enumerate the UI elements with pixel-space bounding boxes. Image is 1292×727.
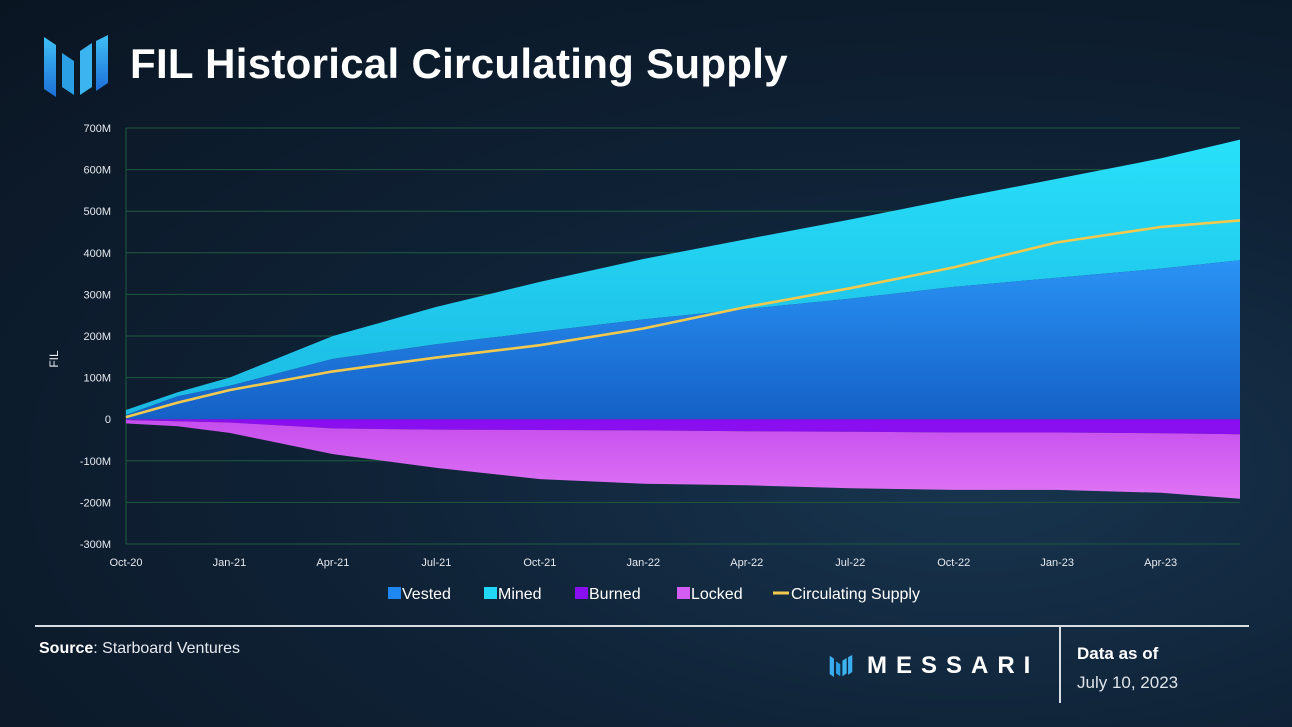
y-tick-label: -300M <box>80 539 111 551</box>
x-tick-label: Jan-23 <box>1040 557 1074 569</box>
y-tick-label: 200M <box>83 331 111 343</box>
y-tick-label: 0 <box>105 414 111 426</box>
source-text: : Starboard Ventures <box>93 640 241 657</box>
legend-swatch-mined <box>484 587 497 599</box>
legend-label: Burned <box>589 586 641 603</box>
burned-area <box>126 419 1240 435</box>
x-tick-label: Oct-20 <box>109 557 142 569</box>
x-tick-label: Oct-22 <box>937 557 970 569</box>
data-as-of-label: Data as of <box>1077 644 1159 663</box>
x-tick-label: Apr-21 <box>316 557 349 569</box>
circulating-supply-line <box>125 219 1241 419</box>
messari-logo-icon <box>44 35 108 97</box>
y-tick-label: 600M <box>83 165 111 177</box>
legend-label: Circulating Supply <box>791 586 920 603</box>
footer-divider <box>35 625 1249 627</box>
y-tick-label: 400M <box>83 248 111 260</box>
y-axis-label: FIL <box>47 350 61 368</box>
data-as-of-date: July 10, 2023 <box>1077 673 1179 692</box>
x-tick-label: Jul-22 <box>835 557 865 569</box>
mined-area <box>126 139 1240 415</box>
circulating-supply-chart: 700M 600M 500M 400M 300M 200M 100M 0 -100M -200M -… <box>47 123 1241 603</box>
x-tick-label: Oct-21 <box>523 557 556 569</box>
y-tick-label: -100M <box>80 456 111 468</box>
y-tick-label: 100M <box>83 373 111 385</box>
source-note: Source: Starboard Ventures <box>39 640 240 658</box>
brand: MESSARI <box>829 652 1039 680</box>
legend-swatch-vested <box>388 587 401 599</box>
x-tick-label: Jul-21 <box>421 557 451 569</box>
locked-area <box>126 420 1240 499</box>
y-tick-label: 300M <box>83 289 111 301</box>
legend-label: Mined <box>498 586 542 603</box>
y-tick-label: 700M <box>83 123 111 135</box>
footer-vertical-divider <box>1059 627 1061 703</box>
source-label: Source <box>39 640 94 657</box>
x-tick-label: Jan-22 <box>627 557 661 569</box>
brand-name: MESSARI <box>867 652 1040 679</box>
vested-area <box>126 260 1240 420</box>
messari-mark-icon <box>829 655 853 677</box>
x-tick-label: Apr-22 <box>730 557 763 569</box>
legend-label: Locked <box>691 586 743 603</box>
x-tick-label: Jan-21 <box>213 557 247 569</box>
legend-label: Vested <box>402 586 451 603</box>
page-title: FIL Historical Circulating Supply <box>130 40 788 87</box>
y-tick-label: 500M <box>83 206 111 218</box>
y-tick-label: -200M <box>80 497 111 509</box>
x-tick-label: Apr-23 <box>1144 557 1177 569</box>
legend-swatch-locked <box>677 587 690 599</box>
legend-swatch-burned <box>575 587 588 599</box>
